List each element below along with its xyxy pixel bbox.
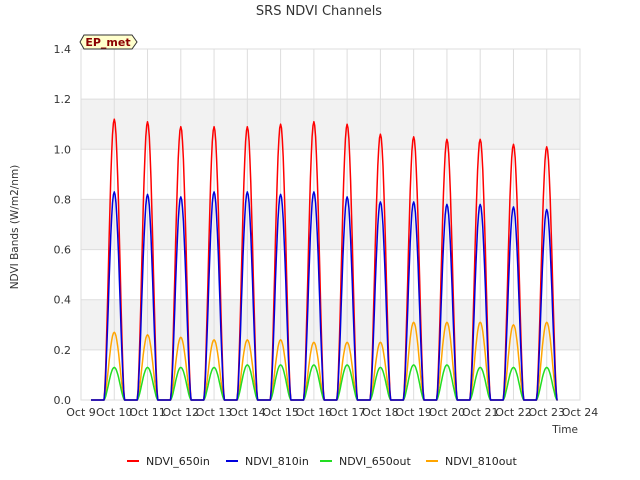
y-tick-label: 0.8 (54, 193, 72, 206)
y-tick-label: 0.6 (54, 244, 72, 257)
legend-label: NDVI_650in (146, 455, 210, 468)
chart-title: SRS NDVI Channels (256, 4, 382, 19)
legend-label: NDVI_810out (445, 455, 517, 468)
x-tick-label: Oct 9 (66, 406, 96, 419)
x-axis-label: Time (551, 424, 578, 436)
legend-label: NDVI_810in (245, 455, 309, 468)
y-tick-label: 1.0 (54, 143, 72, 156)
x-tick-label: Oct 22 (495, 406, 532, 419)
legend-label: NDVI_650out (339, 455, 411, 468)
badge-shape (79, 34, 138, 50)
grid-band (81, 99, 580, 150)
x-tick-label: Oct 13 (196, 406, 233, 419)
y-axis-label: NDVI Bands (W/m2/nm) (9, 165, 21, 290)
x-tick-label: Oct 15 (262, 406, 299, 419)
y-tick-label: 1.2 (54, 93, 72, 106)
grid-band (81, 299, 580, 350)
x-tick-label: Oct 17 (329, 406, 366, 419)
y-tick-label: 1.4 (54, 43, 72, 56)
x-tick-label: Oct 23 (528, 406, 565, 419)
x-tick-label: Oct 21 (462, 406, 499, 419)
x-tick-label: Oct 20 (429, 406, 466, 419)
x-tick-label: Oct 16 (296, 406, 333, 419)
x-tick-label: Oct 12 (163, 406, 200, 419)
y-tick-label: 0.0 (54, 394, 72, 407)
series-line-ndvi-810in (91, 191, 558, 401)
x-tick-label: Oct 11 (129, 406, 166, 419)
x-tick-label: Oct 18 (362, 406, 399, 419)
x-tick-label: Oct 24 (562, 406, 599, 419)
x-tick-label: Oct 10 (96, 406, 133, 419)
y-tick-label: 0.4 (54, 294, 72, 307)
y-tick-label: 0.2 (54, 344, 72, 357)
series-line-ndvi-650in (91, 118, 558, 401)
x-tick-label: Oct 19 (395, 406, 432, 419)
legend: NDVI_650in NDVI_810in NDVI_650out NDVI_810o… (127, 455, 517, 468)
x-tick-label: Oct 14 (229, 406, 266, 419)
badge-text: EP_met (85, 36, 130, 49)
y-tick-labels: 0.0 0.2 0.4 0.6 0.8 1.0 1.2 1.4 (54, 43, 72, 407)
series-group (91, 118, 558, 401)
grid-bands (81, 99, 580, 350)
grid-band (81, 199, 580, 250)
station-badge: EP_met (79, 34, 138, 50)
